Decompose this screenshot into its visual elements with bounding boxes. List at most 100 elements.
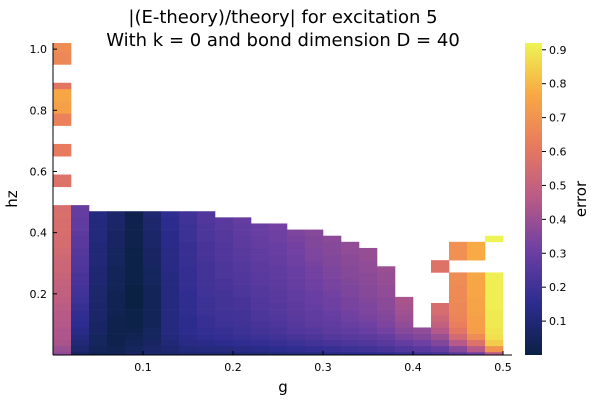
heatmap-cell bbox=[161, 315, 180, 322]
heatmap-cell bbox=[233, 241, 252, 249]
heatmap-cell bbox=[323, 296, 342, 304]
heatmap-cell bbox=[377, 266, 396, 273]
heatmap-cell bbox=[485, 351, 504, 356]
heatmap-cell bbox=[89, 254, 108, 261]
heatmap-cell bbox=[179, 241, 198, 249]
heatmap-cell bbox=[53, 241, 72, 249]
heatmap-cell bbox=[287, 339, 306, 347]
colorbar-tick-label: 0.3 bbox=[549, 247, 567, 260]
heatmap-cell bbox=[287, 260, 306, 267]
heatmap-cell bbox=[287, 296, 306, 304]
heatmap-cell bbox=[215, 351, 234, 356]
heatmap-cell bbox=[71, 303, 90, 310]
heatmap-cell bbox=[233, 217, 252, 224]
heatmap-cell bbox=[431, 309, 450, 316]
heatmap-cell bbox=[449, 272, 468, 279]
heatmap-cell bbox=[251, 309, 270, 316]
heatmap-cell bbox=[269, 315, 288, 322]
colorbar-tick-label: 0.8 bbox=[549, 78, 567, 91]
heatmap-cell bbox=[143, 241, 162, 249]
heatmap-cell bbox=[197, 235, 216, 243]
heatmap-cell bbox=[53, 113, 72, 120]
heatmap-cell bbox=[449, 339, 468, 347]
heatmap-cell bbox=[323, 339, 342, 347]
heatmap-cell bbox=[71, 309, 90, 316]
heatmap-cell bbox=[359, 321, 378, 328]
y-tick-label: 0.4 bbox=[30, 227, 48, 240]
heatmap-cell bbox=[431, 315, 450, 322]
heatmap-cell bbox=[359, 272, 378, 279]
heatmap-cell bbox=[125, 303, 144, 310]
heatmap-cell bbox=[251, 278, 270, 285]
heatmap-cell bbox=[233, 235, 252, 243]
heatmap-cell bbox=[341, 260, 360, 267]
heatmap-cell bbox=[359, 247, 378, 255]
heatmap-cell bbox=[287, 284, 306, 292]
heatmap-cell bbox=[341, 309, 360, 316]
heatmap-cell bbox=[161, 266, 180, 273]
heatmap-cell bbox=[251, 351, 270, 356]
heatmap-cell bbox=[125, 247, 144, 255]
heatmap-cell bbox=[197, 321, 216, 328]
colorbar-label: error bbox=[572, 180, 590, 217]
heatmap-cell bbox=[359, 290, 378, 298]
heatmap-cell bbox=[305, 309, 324, 316]
heatmap-cell bbox=[449, 327, 468, 334]
heatmap-cell bbox=[107, 229, 126, 237]
heatmap-cell bbox=[467, 321, 486, 328]
heatmap-cell bbox=[485, 278, 504, 285]
heatmap-cell bbox=[143, 339, 162, 347]
heatmap-cell bbox=[53, 211, 72, 218]
heatmap-cell bbox=[323, 290, 342, 298]
heatmap-cell bbox=[53, 333, 72, 341]
heatmap-cell bbox=[161, 321, 180, 328]
heatmap-cell bbox=[287, 333, 306, 341]
heatmap-cell bbox=[305, 254, 324, 261]
heatmap-cell bbox=[53, 247, 72, 255]
heatmap-cell bbox=[53, 229, 72, 237]
heatmap-cell bbox=[377, 327, 396, 334]
heatmap-cell bbox=[53, 272, 72, 279]
heatmap-cell bbox=[179, 327, 198, 334]
heatmap-cell bbox=[53, 95, 72, 102]
heatmap-cell bbox=[467, 272, 486, 279]
heatmap-cell bbox=[233, 247, 252, 255]
heatmap-cell bbox=[359, 284, 378, 292]
heatmap-cell bbox=[323, 315, 342, 322]
heatmap-cell bbox=[341, 345, 360, 353]
heatmap-cell bbox=[251, 241, 270, 249]
heatmap-cell bbox=[485, 315, 504, 322]
heatmap-cell bbox=[485, 290, 504, 298]
heatmap-cell bbox=[107, 223, 126, 230]
heatmap-cell bbox=[377, 345, 396, 353]
heatmap-cell bbox=[395, 345, 414, 353]
heatmap-cell bbox=[269, 327, 288, 334]
heatmap-cell bbox=[71, 223, 90, 230]
heatmap-cell bbox=[467, 345, 486, 353]
heatmap-cell bbox=[197, 333, 216, 341]
heatmap-cell bbox=[449, 303, 468, 310]
heatmap-cell bbox=[143, 303, 162, 310]
heatmap-cell bbox=[161, 339, 180, 347]
heatmap-cell bbox=[107, 345, 126, 353]
heatmap-cell bbox=[305, 351, 324, 356]
heatmap-cell bbox=[467, 315, 486, 322]
heatmap-cell bbox=[485, 272, 504, 279]
heatmap-cell bbox=[395, 303, 414, 310]
heatmap-cell bbox=[467, 278, 486, 285]
heatmap-cell bbox=[377, 272, 396, 279]
heatmap-cell bbox=[107, 321, 126, 328]
heatmap-cell bbox=[53, 296, 72, 304]
heatmap-cell bbox=[341, 339, 360, 347]
heatmap-cell bbox=[269, 247, 288, 255]
heatmap-cell bbox=[89, 284, 108, 292]
heatmap-cell bbox=[89, 266, 108, 273]
heatmap-cell bbox=[143, 284, 162, 292]
heatmap-cell bbox=[71, 278, 90, 285]
heatmap-cell bbox=[143, 351, 162, 356]
heatmap-cell bbox=[53, 174, 72, 181]
heatmap-cell bbox=[251, 333, 270, 341]
heatmap-cell bbox=[359, 296, 378, 304]
heatmap-cell bbox=[215, 247, 234, 255]
heatmap-cell bbox=[179, 303, 198, 310]
